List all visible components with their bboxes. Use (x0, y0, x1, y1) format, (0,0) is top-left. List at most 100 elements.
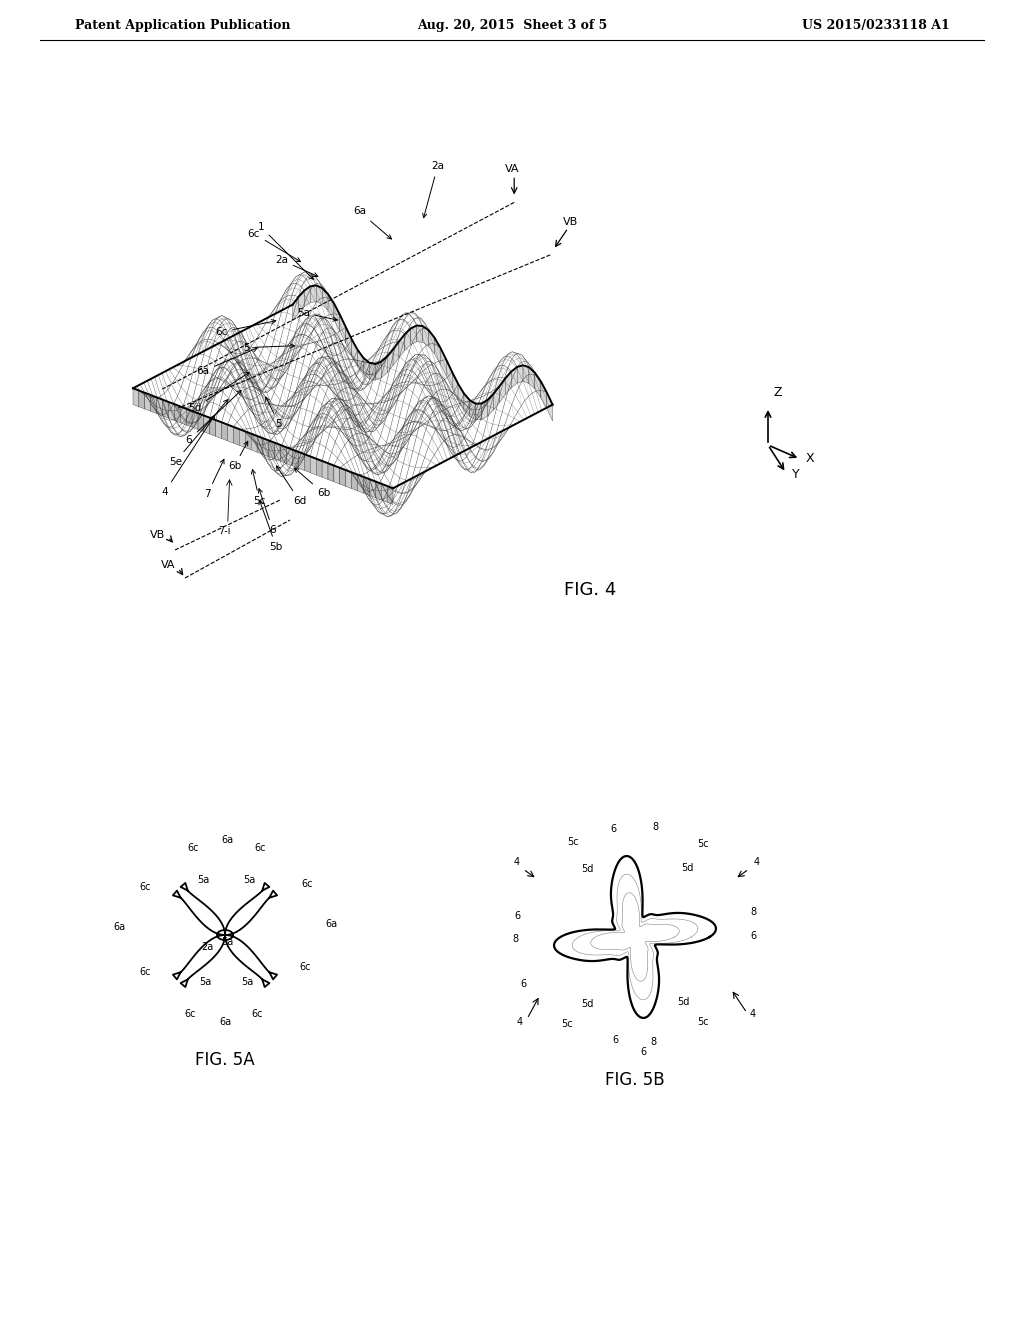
Text: 6: 6 (612, 1035, 618, 1045)
Polygon shape (180, 979, 187, 987)
Text: 5d: 5d (681, 863, 693, 873)
Polygon shape (262, 979, 269, 987)
Polygon shape (233, 426, 240, 445)
Text: 4: 4 (754, 857, 760, 867)
Polygon shape (328, 294, 334, 319)
Polygon shape (304, 286, 310, 306)
Polygon shape (316, 459, 323, 478)
Polygon shape (193, 411, 198, 429)
Polygon shape (399, 334, 404, 358)
Text: 5d: 5d (677, 997, 689, 1007)
Polygon shape (310, 285, 316, 302)
Polygon shape (287, 447, 293, 466)
Polygon shape (494, 387, 500, 411)
Text: FIG. 5B: FIG. 5B (605, 1071, 665, 1089)
Polygon shape (458, 384, 464, 409)
Text: 6a: 6a (219, 1016, 231, 1027)
Polygon shape (453, 372, 458, 400)
Text: 5c: 5c (697, 840, 709, 849)
Polygon shape (293, 297, 299, 321)
Text: 5a: 5a (297, 308, 338, 321)
Text: 5a: 5a (241, 977, 253, 987)
Text: 6a: 6a (221, 836, 233, 845)
Text: 6: 6 (258, 488, 276, 535)
Text: 8: 8 (750, 907, 756, 917)
Text: 5c: 5c (567, 837, 579, 847)
Text: 4: 4 (750, 1008, 756, 1019)
Text: FIG. 4: FIG. 4 (564, 581, 616, 599)
Polygon shape (269, 891, 278, 898)
Text: 5: 5 (266, 397, 283, 429)
Polygon shape (428, 330, 434, 354)
Text: 6: 6 (514, 911, 520, 921)
Polygon shape (476, 404, 481, 420)
Polygon shape (434, 338, 440, 364)
Polygon shape (375, 482, 381, 500)
Polygon shape (180, 407, 186, 425)
Polygon shape (246, 432, 251, 450)
Text: 5d: 5d (581, 865, 593, 874)
Text: Z: Z (774, 385, 782, 399)
Polygon shape (381, 356, 387, 378)
Text: 8: 8 (652, 822, 658, 832)
Polygon shape (393, 342, 399, 366)
Polygon shape (340, 467, 346, 486)
Polygon shape (334, 304, 340, 331)
Text: 5a: 5a (197, 875, 209, 884)
Text: 6a: 6a (113, 921, 125, 932)
Text: 6a: 6a (197, 347, 257, 376)
Polygon shape (535, 372, 541, 397)
Polygon shape (364, 358, 370, 379)
Polygon shape (269, 441, 274, 459)
Polygon shape (411, 326, 417, 345)
Text: 4: 4 (517, 1016, 523, 1027)
Polygon shape (251, 434, 257, 453)
Text: 6c: 6c (301, 879, 312, 888)
Polygon shape (133, 388, 139, 407)
Text: 2a: 2a (201, 942, 213, 952)
Polygon shape (500, 379, 505, 403)
Text: X: X (806, 453, 815, 466)
Text: Aug. 20, 2015  Sheet 3 of 5: Aug. 20, 2015 Sheet 3 of 5 (417, 18, 607, 32)
Polygon shape (541, 381, 547, 409)
Polygon shape (144, 393, 151, 412)
Polygon shape (316, 285, 323, 305)
Polygon shape (139, 391, 144, 409)
Polygon shape (417, 326, 423, 342)
Polygon shape (310, 457, 316, 475)
Polygon shape (346, 327, 351, 355)
Text: Patent Application Publication: Patent Application Publication (75, 18, 291, 32)
Text: VB: VB (150, 531, 165, 540)
Polygon shape (180, 883, 187, 891)
Polygon shape (387, 486, 393, 504)
Text: 7: 7 (204, 459, 224, 499)
Text: 7-i: 7-i (218, 527, 231, 536)
Text: US 2015/0233118 A1: US 2015/0233118 A1 (802, 18, 950, 32)
Text: VB: VB (562, 216, 578, 227)
Text: 1: 1 (258, 222, 313, 280)
Polygon shape (446, 359, 453, 388)
Polygon shape (470, 400, 476, 420)
Polygon shape (340, 314, 346, 343)
Polygon shape (404, 329, 411, 350)
Text: 5a: 5a (199, 977, 211, 987)
Polygon shape (198, 413, 204, 432)
Polygon shape (423, 326, 428, 346)
Text: 5c: 5c (697, 1016, 709, 1027)
Polygon shape (529, 367, 535, 389)
Polygon shape (263, 438, 269, 457)
Text: 6: 6 (750, 931, 756, 941)
Polygon shape (227, 425, 233, 444)
Polygon shape (505, 371, 511, 395)
Polygon shape (554, 857, 716, 1018)
Text: 6: 6 (610, 824, 616, 834)
Text: 5c: 5c (251, 470, 266, 506)
Polygon shape (387, 350, 393, 372)
Polygon shape (274, 442, 281, 461)
Text: 5d: 5d (581, 999, 593, 1008)
Text: Y: Y (792, 469, 800, 482)
Polygon shape (169, 401, 174, 420)
Polygon shape (217, 931, 233, 940)
Text: 2a: 2a (274, 255, 317, 277)
Text: 5a: 5a (221, 937, 233, 946)
